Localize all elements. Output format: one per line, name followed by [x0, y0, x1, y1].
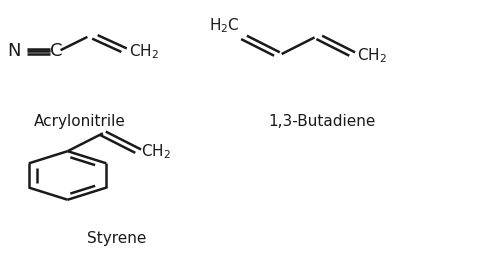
Text: CH$_2$: CH$_2$ — [140, 142, 170, 161]
Text: Acrylonitrile: Acrylonitrile — [34, 114, 125, 129]
Text: Styrene: Styrene — [87, 231, 146, 246]
Text: 1,3-Butadiene: 1,3-Butadiene — [267, 114, 374, 129]
Text: CH$_2$: CH$_2$ — [356, 46, 386, 65]
Text: N: N — [7, 43, 21, 60]
Text: CH$_2$: CH$_2$ — [129, 42, 158, 61]
Text: C: C — [49, 43, 62, 60]
Text: H$_2$C: H$_2$C — [208, 16, 239, 35]
